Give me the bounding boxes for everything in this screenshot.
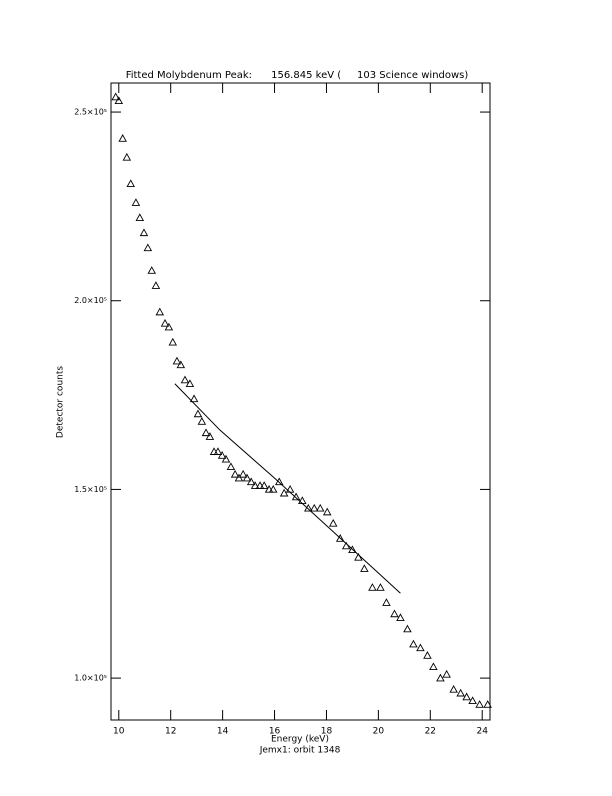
data-point (242, 473, 252, 482)
y-tick-label: 2.5×10⁵ (74, 108, 107, 117)
data-point (197, 417, 207, 425)
y-tick-label: 1.5×10⁵ (74, 485, 107, 494)
data-point (126, 179, 135, 188)
data-point (279, 488, 289, 497)
data-point (322, 507, 332, 516)
data-point (328, 518, 338, 527)
data-point (360, 564, 369, 572)
data-point (180, 375, 190, 384)
x-tick-label: 18 (321, 727, 333, 737)
x-tick-label: 10 (113, 727, 125, 737)
data-point (382, 598, 391, 606)
data-point (442, 669, 451, 678)
data-point (475, 700, 484, 708)
data-point (238, 469, 248, 478)
data-point (217, 451, 227, 459)
x-tick-label: 20 (373, 727, 385, 737)
data-point (226, 462, 236, 471)
data-point (309, 503, 319, 512)
data-point (155, 307, 165, 316)
data-point (246, 477, 256, 486)
data-point (131, 198, 141, 206)
data-point (403, 624, 412, 633)
data-point (429, 662, 438, 671)
data-point (172, 356, 182, 365)
data-point (368, 583, 377, 591)
data-point (335, 534, 345, 542)
data-point (189, 394, 199, 403)
data-point (111, 92, 120, 101)
y-tick-label: 1.0×10⁵ (74, 674, 107, 683)
data-point (416, 643, 425, 652)
data-point (250, 481, 260, 489)
x-tick-label: 14 (217, 727, 229, 737)
data-point (423, 651, 432, 659)
x-tick-label: 16 (269, 727, 281, 737)
data-point (315, 503, 325, 512)
chart-subtitle: Jemx1: orbit 1348 (259, 746, 341, 756)
data-point (201, 428, 211, 437)
data-point (164, 322, 174, 331)
data-point (255, 481, 265, 489)
data-point (160, 318, 170, 327)
data-point (396, 613, 405, 621)
data-point (259, 481, 269, 489)
data-point (348, 545, 357, 554)
x-tick-label: 22 (425, 727, 436, 737)
data-point (221, 454, 231, 463)
data-point (139, 228, 149, 237)
data-point (230, 469, 240, 478)
data-point (185, 379, 195, 388)
data-point (449, 685, 458, 693)
data-point (291, 492, 301, 501)
x-tick-label: 24 (476, 727, 488, 737)
data-point (468, 696, 477, 705)
data-point (168, 337, 178, 346)
data-point (409, 639, 418, 648)
data-point (456, 688, 465, 697)
data-point (304, 503, 313, 512)
data-point (151, 281, 161, 289)
chart-title: Fitted Molybdenum Peak: 156.845 keV ( 10… (126, 70, 469, 81)
data-point (390, 609, 399, 618)
data-point (122, 152, 132, 161)
x-axis-label: Energy (keV) (271, 735, 329, 745)
data-point (268, 485, 278, 493)
data-point (193, 409, 203, 418)
data-point (213, 447, 223, 455)
data-point (298, 496, 307, 504)
data-point (234, 473, 244, 482)
data-point (176, 360, 186, 369)
plot-frame (110, 82, 491, 721)
data-point (274, 477, 284, 486)
y-axis-label: Detector counts (56, 366, 66, 438)
data-point (114, 96, 124, 104)
fit-line (174, 383, 401, 594)
data-point (118, 134, 127, 142)
data-point (376, 583, 385, 591)
data-point (264, 485, 274, 493)
data-point (436, 673, 445, 682)
data-point (135, 213, 145, 221)
data-point (483, 700, 492, 708)
data-point (205, 432, 215, 440)
data-point (147, 266, 157, 274)
data-point (143, 243, 153, 252)
data-point (462, 692, 471, 701)
data-point (285, 485, 295, 493)
y-tick-label: 2.0×10⁵ (74, 296, 107, 305)
x-tick-label: 12 (165, 727, 176, 737)
